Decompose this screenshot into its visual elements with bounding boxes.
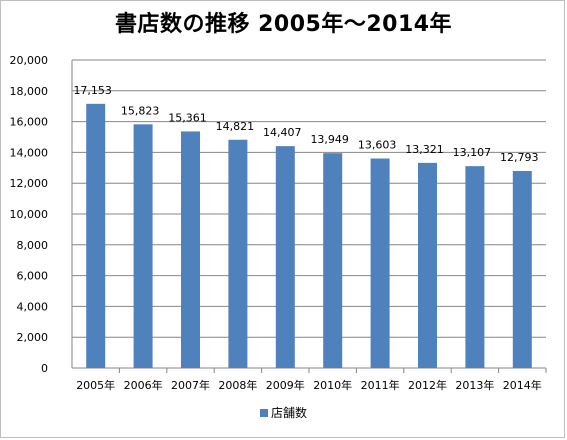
x-tick-label: 2006年 [124, 378, 163, 392]
x-tick-label: 2011年 [361, 378, 400, 392]
y-tick-label: 0 [41, 362, 48, 375]
bar [181, 131, 200, 368]
y-tick-label: 4,000 [17, 300, 49, 313]
data-label: 13,321 [405, 143, 444, 156]
data-label: 13,603 [358, 139, 397, 152]
x-tick-label: 2009年 [266, 378, 305, 392]
y-tick-label: 18,000 [10, 85, 49, 98]
data-label: 13,107 [453, 146, 492, 159]
data-label: 13,949 [310, 133, 349, 146]
bar [275, 146, 295, 368]
x-tick-label: 2005年 [76, 378, 115, 392]
y-tick-label: 10,000 [10, 208, 49, 221]
bar [465, 166, 485, 368]
y-tick-label: 12,000 [10, 177, 49, 190]
y-tick-label: 16,000 [10, 116, 49, 129]
y-tick-label: 20,000 [10, 54, 49, 67]
data-label: 12,793 [500, 151, 539, 164]
bar [370, 158, 390, 368]
bar [133, 124, 153, 368]
x-tick-label: 2010年 [313, 378, 352, 392]
y-tick-label: 14,000 [10, 146, 49, 159]
y-tick-label: 6,000 [17, 270, 49, 283]
legend: 店舗数 [0, 404, 567, 421]
y-tick-label: 8,000 [17, 239, 49, 252]
chart-title: 書店数の推移 2005年～2014年 [114, 12, 453, 37]
x-tick-label: 2012年 [408, 378, 447, 392]
x-tick-label: 2007年 [171, 378, 210, 392]
y-tick-label: 2,000 [17, 331, 49, 344]
data-label: 17,153 [73, 84, 112, 97]
bar [86, 103, 106, 368]
x-tick-label: 2013年 [455, 378, 494, 392]
legend-swatch [259, 408, 268, 417]
bar [323, 153, 343, 368]
bar [228, 139, 248, 368]
bar [418, 162, 437, 368]
data-label: 15,361 [168, 111, 207, 124]
x-tick-label: 2008年 [218, 378, 257, 392]
data-label: 14,821 [216, 120, 255, 133]
legend-label: 店舗数 [270, 406, 307, 420]
x-tick-label: 2014年 [503, 378, 542, 392]
data-label: 14,407 [263, 126, 302, 139]
bar [512, 170, 532, 368]
data-label: 15,823 [121, 104, 160, 117]
